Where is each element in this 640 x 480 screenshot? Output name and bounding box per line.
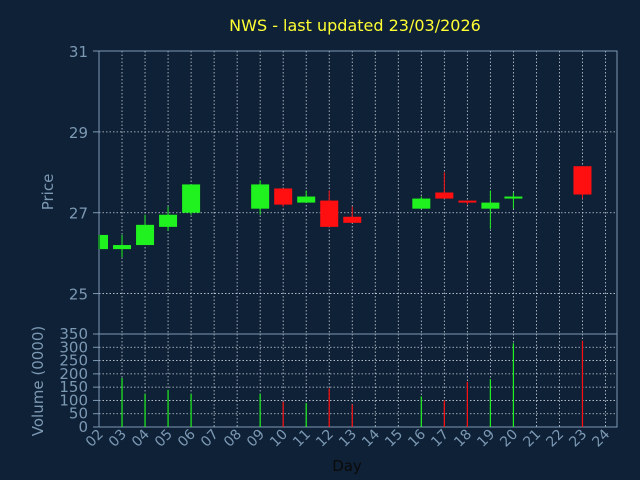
- candle-body: [297, 196, 316, 203]
- candle-body: [458, 200, 477, 203]
- candle-body: [481, 202, 500, 209]
- day-axis-label: Day: [332, 457, 362, 475]
- price-y-ticks: 25 27 29 31: [69, 43, 99, 304]
- candle-body: [136, 224, 155, 246]
- candle-body: [274, 188, 293, 205]
- candle-body: [504, 196, 523, 199]
- candle-body: [412, 198, 431, 209]
- volume-tick-label: 300: [59, 338, 88, 356]
- volume-panel-frame: [98, 333, 618, 428]
- candlestick-series: [98, 166, 592, 258]
- volume-tick-label: 250: [59, 352, 88, 370]
- volume-tick-label: 100: [59, 391, 88, 409]
- candle-body: [573, 166, 592, 195]
- price-tick-label: 29: [69, 124, 88, 142]
- candle-body: [343, 216, 362, 223]
- price-tick-label: 31: [69, 43, 88, 61]
- volume-tick-label: 50: [69, 405, 88, 423]
- candle-body: [320, 200, 339, 227]
- candle-body: [435, 192, 454, 199]
- candle-body: [113, 245, 132, 250]
- price-tick-label: 25: [69, 286, 88, 304]
- volume-tick-label: 150: [59, 378, 88, 396]
- price-tick-label: 27: [69, 205, 88, 223]
- volume-tick-label: 350: [59, 325, 88, 343]
- chart-title: NWS - last updated 23/03/2026: [229, 16, 481, 35]
- volume-tick-label: 0: [78, 418, 88, 436]
- candle-body: [100, 234, 108, 250]
- price-axis-label: Price: [39, 174, 57, 211]
- day-axis-ticks: 02 03 04 05 06 07 08 09 10 11 12 13 14 15 16 17 18 19 20 21…: [83, 426, 613, 450]
- candle-body: [159, 214, 178, 227]
- candle-body: [182, 184, 201, 213]
- volume-bar-series: [121, 340, 584, 427]
- candle-body: [251, 184, 270, 209]
- volume-axis-label: Volume (0000): [29, 326, 47, 436]
- volume-tick-label: 200: [59, 365, 88, 383]
